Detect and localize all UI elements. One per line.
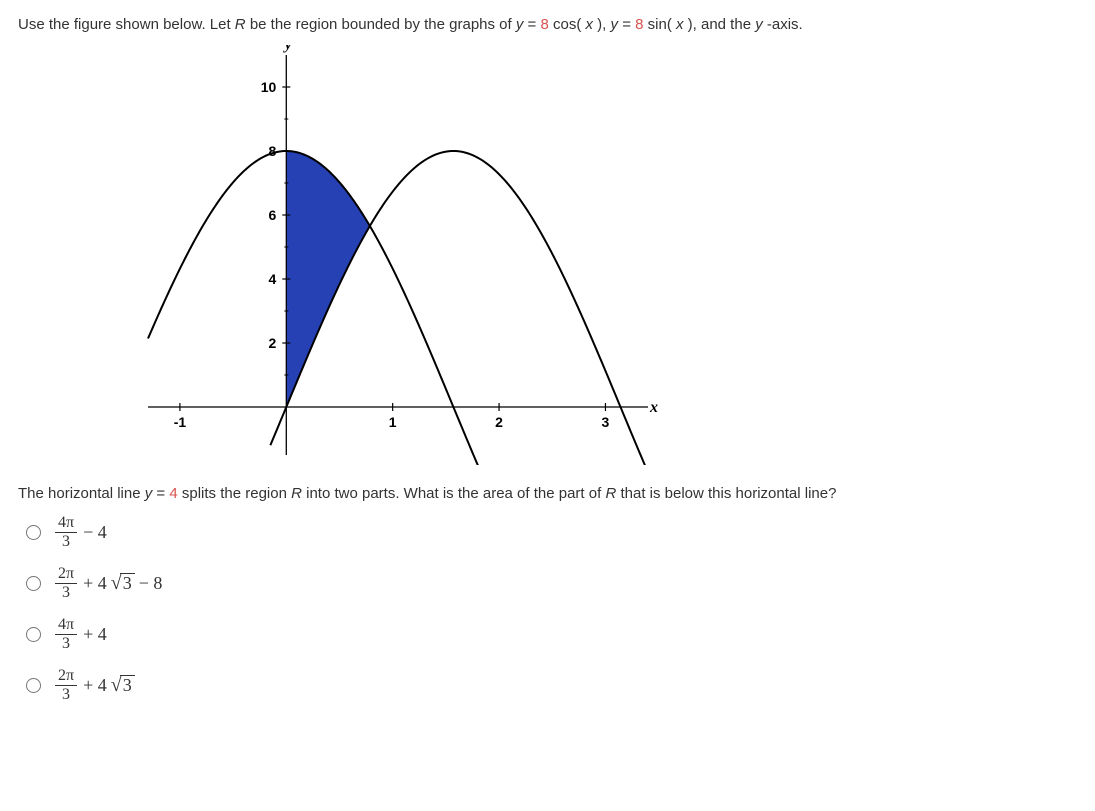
- option-a[interactable]: 4π 3 − 4: [26, 514, 1077, 551]
- opt-c-tail: + 4: [83, 624, 107, 645]
- q-suffix: that is below this horizontal line?: [620, 485, 836, 502]
- svg-text:2: 2: [495, 414, 503, 430]
- svg-text:y: y: [283, 45, 293, 53]
- opt-d-tail-pre: + 4: [83, 675, 107, 696]
- svg-text:4: 4: [269, 271, 277, 287]
- opt-d-sqrt: 3: [120, 675, 135, 696]
- q-eq: =: [156, 485, 169, 502]
- q-val: 4: [169, 485, 177, 502]
- eq1-lhs: y: [516, 16, 524, 33]
- eq2-close: ), and the: [688, 16, 756, 33]
- svg-text:2: 2: [269, 335, 277, 351]
- opt-d-frac-num: 2π: [55, 667, 77, 685]
- option-b-radio[interactable]: [26, 576, 41, 591]
- opt-d-frac-den: 3: [59, 686, 73, 704]
- option-b-math: 2π 3 + 4 √3 − 8: [53, 565, 162, 602]
- option-c-math: 4π 3 + 4: [53, 616, 107, 653]
- option-a-math: 4π 3 − 4: [53, 514, 107, 551]
- eq1-eq: =: [528, 16, 541, 33]
- opt-b-tail-pre: + 4: [83, 573, 107, 594]
- chart-svg: -1 1 2 3 2 4 6 8 10 y x: [138, 45, 658, 465]
- prompt-suffix: -axis.: [767, 16, 803, 33]
- eq1-rhs: cos(: [553, 16, 581, 33]
- svg-text:8: 8: [269, 143, 277, 159]
- option-a-radio[interactable]: [26, 525, 41, 540]
- yaxis-var: y: [755, 16, 763, 33]
- q-mid: splits the region: [182, 485, 291, 502]
- eq1-close: ),: [597, 16, 610, 33]
- answer-options: 4π 3 − 4 2π 3 + 4 √3 − 8 4π 3: [26, 514, 1077, 704]
- q-prefix: The horizontal line: [18, 485, 145, 502]
- opt-a-tail: − 4: [83, 522, 107, 543]
- opt-c-frac-num: 4π: [55, 616, 77, 634]
- option-c[interactable]: 4π 3 + 4: [26, 616, 1077, 653]
- q-R2: R: [605, 485, 616, 502]
- svg-text:1: 1: [389, 414, 397, 430]
- svg-text:x: x: [649, 399, 658, 416]
- problem-prompt: Use the figure shown below. Let R be the…: [18, 14, 1077, 35]
- option-b[interactable]: 2π 3 + 4 √3 − 8: [26, 565, 1077, 602]
- svg-text:10: 10: [261, 79, 277, 95]
- eq2-lhs: y: [611, 16, 619, 33]
- prompt-prefix: Use the figure shown below. Let: [18, 16, 235, 33]
- opt-b-sqrt: 3: [120, 573, 135, 594]
- q-mid2: into two parts. What is the area of the …: [306, 485, 605, 502]
- svg-text:6: 6: [269, 207, 277, 223]
- prompt-mid1: be the region bounded by the graphs of: [250, 16, 516, 33]
- opt-b-frac-den: 3: [59, 584, 73, 602]
- q-lhs: y: [145, 485, 153, 502]
- svg-text:3: 3: [602, 414, 610, 430]
- eq2-coef: 8: [635, 16, 643, 33]
- eq1-coef: 8: [540, 16, 548, 33]
- eq2-eq: =: [622, 16, 635, 33]
- figure: -1 1 2 3 2 4 6 8 10 y x: [138, 45, 658, 465]
- option-c-radio[interactable]: [26, 627, 41, 642]
- opt-b-tail-post: − 8: [139, 573, 163, 594]
- option-d-radio[interactable]: [26, 678, 41, 693]
- question-text: The horizontal line y = 4 splits the reg…: [18, 483, 1077, 504]
- opt-b-frac-num: 2π: [55, 565, 77, 583]
- opt-a-frac-num: 4π: [55, 514, 77, 532]
- eq1-var: x: [586, 16, 594, 33]
- opt-a-frac-den: 3: [59, 533, 73, 551]
- q-R: R: [291, 485, 302, 502]
- eq2-rhs: sin(: [648, 16, 672, 33]
- option-d[interactable]: 2π 3 + 4 √3: [26, 667, 1077, 704]
- prompt-R: R: [235, 16, 246, 33]
- opt-c-frac-den: 3: [59, 635, 73, 653]
- eq2-var: x: [676, 16, 684, 33]
- svg-text:-1: -1: [174, 414, 187, 430]
- option-d-math: 2π 3 + 4 √3: [53, 667, 139, 704]
